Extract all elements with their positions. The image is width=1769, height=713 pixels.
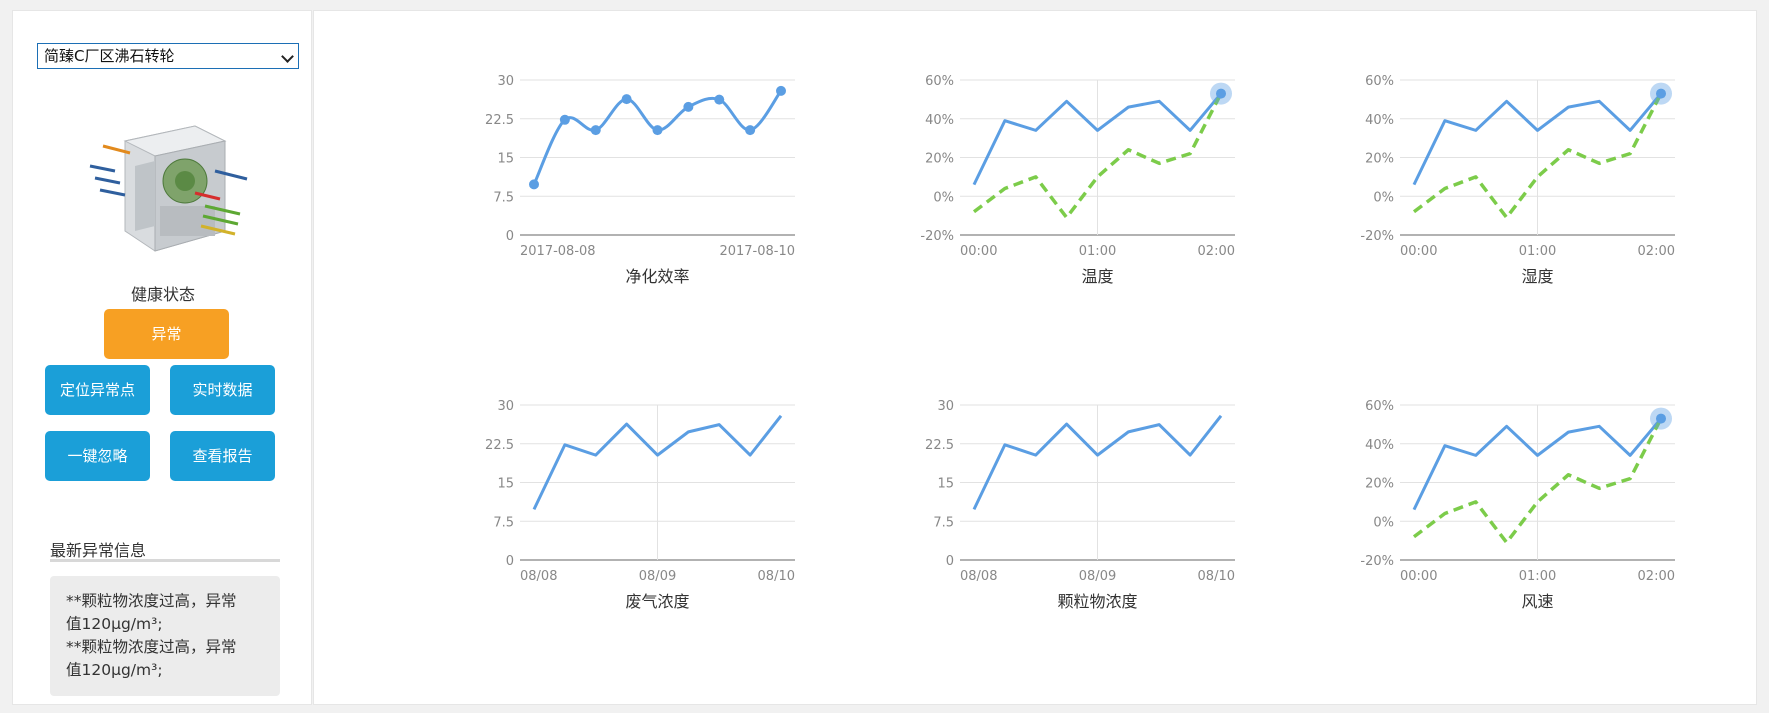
x-tick-label: 02:00: [1198, 244, 1235, 259]
y-tick-label: 20%: [1365, 477, 1394, 492]
y-tick-label: 40%: [1365, 438, 1394, 453]
charts-panel: [313, 10, 1757, 705]
ignore-all-button[interactable]: 一键忽略: [45, 431, 150, 481]
chart-title: 湿度: [1521, 267, 1553, 286]
x-tick-label: 2017-08-10: [719, 244, 795, 259]
series-line-primary: [1412, 92, 1663, 186]
chart-humidity: 60% 40% 20% 0% -20% 00:00 01:00 02:00 湿度: [1360, 74, 1675, 286]
x-tick-label: 00:00: [960, 244, 997, 259]
chevron-down-icon: [281, 50, 294, 63]
alert-line: **颗粒物浓度过高，异常: [66, 592, 237, 610]
chart-title: 废气浓度: [625, 592, 689, 611]
data-point[interactable]: [559, 114, 570, 125]
chart-title: 温度: [1081, 267, 1113, 286]
alert-line: **颗粒物浓度过高，异常: [66, 638, 237, 656]
series-line-primary: [972, 414, 1223, 511]
y-tick-label: 40%: [925, 113, 954, 128]
x-tick-label: 02:00: [1638, 244, 1675, 259]
y-tick-label: 60%: [1365, 74, 1394, 89]
data-point[interactable]: [776, 85, 786, 96]
chart-title: 净化效率: [625, 267, 689, 286]
chart-temperature: 60% 40% 20% 0% -20% 00:00 01:00 02:00 温度: [920, 74, 1235, 286]
data-point[interactable]: [745, 125, 756, 136]
device-image: [89, 125, 248, 252]
y-tick-label: 7.5: [933, 515, 954, 530]
realtime-data-button[interactable]: 实时数据: [170, 365, 275, 415]
x-tick-label: 01:00: [1519, 569, 1556, 584]
x-tick-label: 08/09: [1079, 569, 1116, 584]
chart-title: 风速: [1521, 592, 1553, 611]
data-point[interactable]: [652, 125, 663, 136]
alert-line: 值120μg/m³;: [66, 615, 163, 633]
series-line-primary: [972, 92, 1223, 186]
y-tick-label: 15: [937, 477, 954, 492]
y-tick-label: 40%: [1365, 113, 1394, 128]
y-tick-label: -20%: [920, 229, 954, 244]
y-tick-label: 0: [946, 554, 954, 569]
x-tick-label: 08/08: [960, 569, 997, 584]
y-tick-label: 20%: [1365, 152, 1394, 167]
x-tick-label: 01:00: [1079, 244, 1116, 259]
chart-exhaust-concentration: 30 22.5 15 7.5 0 08/08 08/09 08/10 废气浓度: [485, 399, 795, 611]
y-tick-label: 0: [506, 229, 514, 244]
highlight-point[interactable]: [1656, 88, 1666, 99]
x-tick-label: 02:00: [1638, 569, 1675, 584]
alerts-title: 最新异常信息: [50, 541, 147, 560]
y-tick-label: 22.5: [485, 113, 514, 128]
y-tick-label: 30: [497, 74, 514, 89]
x-tick-label: 08/09: [639, 569, 676, 584]
y-tick-label: 7.5: [493, 515, 514, 530]
series-line-primary: [532, 414, 783, 511]
x-tick-label: 08/10: [758, 569, 795, 584]
y-tick-label: 0: [506, 554, 514, 569]
series-line-secondary: [1412, 417, 1663, 545]
x-tick-label: 2017-08-08: [520, 244, 596, 259]
locate-anomaly-button[interactable]: 定位异常点: [45, 365, 150, 415]
x-tick-label: 08/10: [1198, 569, 1235, 584]
alerts-box: **颗粒物浓度过高，异常 值120μg/m³; **颗粒物浓度过高，异常 值12…: [50, 576, 280, 696]
series-line-secondary: [1412, 92, 1663, 220]
y-tick-label: 0%: [933, 190, 954, 205]
device-select-value: 简臻C厂区沸石转轮: [44, 47, 175, 65]
y-tick-label: 7.5: [493, 190, 514, 205]
y-tick-label: 0%: [1373, 190, 1394, 205]
view-report-button[interactable]: 查看报告: [170, 431, 275, 481]
sidebar: 简臻C厂区沸石转轮 健康状态 异常 定位异常点 实时数据 一键忽略 查看报告 最…: [12, 10, 312, 705]
chart-particulate-concentration: 30 22.5 15 7.5 0 08/08 08/09 08/10 颗粒物浓度: [925, 399, 1235, 611]
data-point[interactable]: [683, 101, 694, 112]
data-point[interactable]: [714, 94, 725, 105]
series-line-primary: [532, 89, 783, 186]
y-tick-label: 30: [937, 399, 954, 414]
y-tick-label: 15: [497, 477, 514, 492]
y-tick-label: 60%: [925, 74, 954, 89]
data-point[interactable]: [529, 179, 539, 190]
data-point[interactable]: [621, 94, 632, 105]
alert-line: 值120μg/m³;: [66, 661, 163, 679]
device-select[interactable]: 简臻C厂区沸石转轮: [37, 43, 299, 69]
x-tick-label: 00:00: [1400, 569, 1437, 584]
health-status-title: 健康状态: [130, 285, 195, 304]
y-tick-label: -20%: [1360, 229, 1394, 244]
x-tick-label: 00:00: [1400, 244, 1437, 259]
y-tick-label: 60%: [1365, 399, 1394, 414]
y-tick-label: 30: [497, 399, 514, 414]
series-line-primary: [1412, 417, 1663, 511]
x-tick-label: 01:00: [1519, 244, 1556, 259]
y-tick-label: 0%: [1373, 515, 1394, 530]
highlight-point[interactable]: [1216, 88, 1226, 99]
x-tick-label: 08/08: [520, 569, 557, 584]
health-status-badge[interactable]: 异常: [104, 309, 229, 359]
chart-purification-efficiency: 30 22.5 15 7.5 0 2017-08-08 2017-08-10 净化效率: [485, 74, 795, 286]
y-tick-label: 22.5: [485, 438, 514, 453]
data-point[interactable]: [590, 125, 601, 136]
chart-wind-speed: 60% 40% 20% 0% -20% 00:00 01:00 02:00 风速: [1360, 399, 1675, 611]
highlight-point[interactable]: [1656, 413, 1666, 424]
y-tick-label: 15: [497, 152, 514, 167]
y-tick-label: 22.5: [925, 438, 954, 453]
y-tick-label: 20%: [925, 152, 954, 167]
series-line-secondary: [972, 92, 1223, 220]
chart-title: 颗粒物浓度: [1057, 592, 1137, 611]
alerts-divider: [50, 559, 280, 562]
y-tick-label: -20%: [1360, 554, 1394, 569]
